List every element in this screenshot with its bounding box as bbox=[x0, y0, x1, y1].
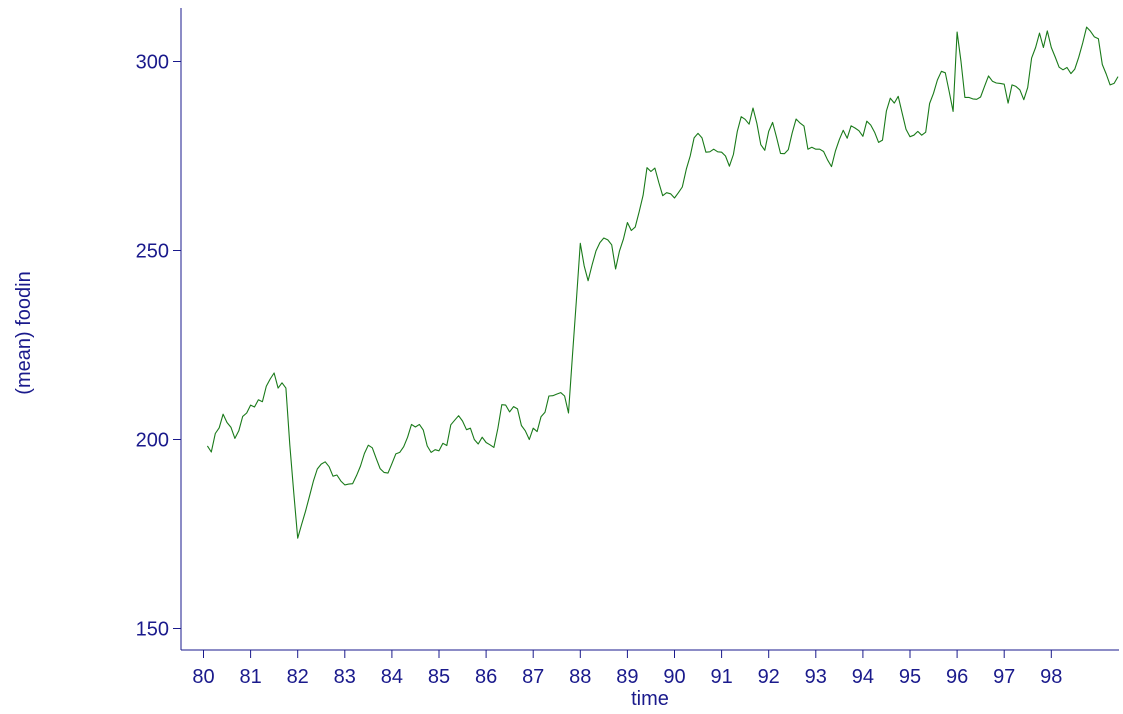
x-tick-label: 98 bbox=[1040, 666, 1062, 688]
x-tick-label: 92 bbox=[758, 666, 780, 688]
series-line-foodin bbox=[206, 26, 1119, 539]
x-tick-label: 80 bbox=[192, 666, 214, 688]
x-tick-label: 82 bbox=[287, 666, 309, 688]
y-tick-label: 250 bbox=[136, 241, 169, 263]
x-tick-label: 97 bbox=[993, 666, 1015, 688]
x-tick-label: 93 bbox=[805, 666, 827, 688]
x-tick-label: 94 bbox=[852, 666, 874, 688]
series bbox=[206, 26, 1119, 539]
x-axis-title: time bbox=[631, 688, 669, 710]
y-ticks: 150 200 250 300 bbox=[136, 52, 181, 641]
x-tick-label: 96 bbox=[946, 666, 968, 688]
x-tick-label: 91 bbox=[710, 666, 732, 688]
x-tick-label: 83 bbox=[334, 666, 356, 688]
x-tick-label: 84 bbox=[381, 666, 403, 688]
x-tick-label: 87 bbox=[522, 666, 544, 688]
y-axis-title: (mean) foodin bbox=[13, 271, 35, 394]
x-tick-label: 90 bbox=[663, 666, 685, 688]
y-tick-label: 200 bbox=[136, 430, 169, 452]
x-tick-label: 86 bbox=[475, 666, 497, 688]
x-tick-label: 85 bbox=[428, 666, 450, 688]
x-tick-label: 89 bbox=[616, 666, 638, 688]
y-tick-label: 150 bbox=[136, 619, 169, 641]
y-tick-label: 300 bbox=[136, 52, 169, 74]
x-tick-label: 88 bbox=[569, 666, 591, 688]
x-tick-label: 95 bbox=[899, 666, 921, 688]
x-tick-label: 81 bbox=[239, 666, 261, 688]
x-ticks: 80 81 82 83 84 85 86 87 88 89 90 91 92 93 94 95 96 97 98 bbox=[192, 650, 1062, 688]
